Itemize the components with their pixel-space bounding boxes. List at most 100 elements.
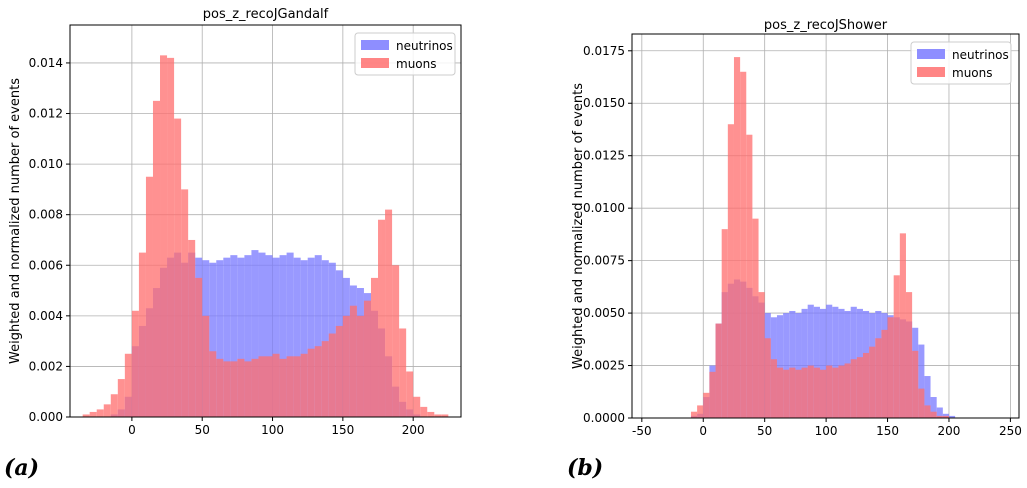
muons-bar [758, 292, 765, 418]
muons-bar [764, 338, 771, 418]
muons-bar [399, 328, 407, 417]
neutrinos-bar [813, 306, 820, 418]
neutrinos-bar [948, 415, 956, 418]
muons-bar [272, 353, 280, 417]
muons-bar [335, 325, 343, 417]
muons-bar [893, 275, 900, 418]
legend-swatch [917, 67, 945, 77]
neutrinos-bar [789, 310, 796, 418]
chart-title: pos_z_recoJShower [764, 18, 888, 33]
muons-bar [862, 352, 870, 418]
neutrinos-bar [314, 255, 322, 417]
neutrinos-bar [807, 304, 814, 418]
muons-bar [789, 367, 796, 418]
neutrinos-bar [251, 250, 259, 417]
chart-2: -50 0 50 100 150 200 250 0.0000 0.0025 0.0050 0.00… [571, 18, 1022, 438]
y-tick-label: 0.0125 [583, 149, 625, 163]
muons-bar [697, 405, 704, 418]
muons-bar [307, 348, 315, 417]
muons-bar [321, 341, 329, 417]
plot-frame [69, 24, 462, 418]
muons-bar [378, 219, 386, 417]
muons-bar [733, 57, 741, 418]
neutrinos-bar [776, 315, 784, 418]
muons-bar [202, 315, 210, 417]
muons-bar [715, 323, 722, 418]
muons-bar [752, 218, 759, 418]
muons-bar [138, 252, 146, 417]
neutrinos-bar [230, 255, 238, 417]
legend-label: neutrinos [396, 39, 453, 53]
y-tick-label: 0.002 [29, 359, 63, 373]
muons-bar [413, 396, 421, 417]
muons-bar [209, 351, 217, 417]
y-tick-label: 0.010 [29, 157, 63, 171]
muons-bar [244, 361, 252, 417]
y-tick-label: 0.0050 [583, 306, 625, 320]
muons-bar [103, 404, 111, 417]
muons-bar [251, 358, 259, 417]
muons-bar [727, 124, 734, 419]
neutrinos-bar [801, 308, 808, 418]
muons-bar [279, 358, 287, 417]
muons-bar [145, 176, 153, 417]
series-muons [690, 57, 949, 419]
neutrinos-bar [216, 260, 224, 417]
muons-bar [181, 189, 189, 417]
muons-bar [286, 356, 294, 417]
neutrinos-bar [838, 308, 845, 418]
muons-bar [813, 367, 820, 418]
muons-bar [110, 394, 118, 417]
muons-bar [216, 358, 224, 417]
muons-bar [174, 118, 182, 418]
y-tick-label: 0.004 [29, 309, 63, 323]
muons-bar [703, 392, 710, 418]
x-tick-label: 0 [128, 423, 136, 437]
muons-bar [385, 209, 393, 417]
muons-bar [342, 315, 350, 417]
muons-bar [167, 57, 175, 418]
muons-bar [420, 406, 428, 417]
panel-label-b: (b) [567, 455, 604, 481]
muons-bar [924, 405, 931, 418]
muons-bar [856, 357, 863, 418]
neutrinos-bar [293, 257, 301, 417]
muons-bar [188, 239, 196, 417]
neutrinos-bar [795, 313, 802, 418]
muons-bar [96, 409, 104, 417]
muons-bar [124, 353, 132, 417]
legend-swatch [361, 58, 389, 68]
muons-bar [370, 277, 379, 417]
y-tick-label: 0.0100 [583, 201, 625, 215]
muons-bar [230, 361, 238, 417]
muons-bar [746, 134, 753, 418]
muons-bar [770, 359, 777, 418]
y-tick-label: 0.0075 [583, 254, 625, 268]
muons-bar [195, 277, 203, 417]
muons-bar [223, 361, 231, 417]
muons-bar [776, 367, 784, 418]
neutrinos-bar [819, 308, 827, 418]
chart-title: pos_z_recoJGandalf [203, 7, 329, 22]
muons-bar [844, 363, 851, 418]
muons-bar [82, 414, 90, 417]
legend-label: neutrinos [952, 48, 1009, 62]
neutrinos-bar [930, 397, 937, 418]
neutrinos-bar [924, 376, 931, 418]
neutrinos-bar [223, 257, 231, 417]
muons-bar [300, 353, 308, 417]
y-tick-label: 0.0150 [583, 96, 625, 110]
muons-bar [237, 358, 245, 417]
muons-bar [117, 379, 125, 417]
neutrinos-bar [321, 260, 329, 417]
y-axis-label: Weighted and normalized number of events [8, 78, 23, 364]
muons-bar [936, 415, 943, 418]
neutrinos-bar [918, 344, 925, 418]
y-axis-label: Weighted and normalized number of events [571, 83, 586, 369]
y-tick-label: 0.0175 [583, 44, 625, 58]
x-tick-label: 200 [402, 423, 425, 437]
y-tick-label: 0.012 [29, 107, 63, 121]
x-tick-label: 100 [261, 423, 284, 437]
muons-bar [819, 369, 827, 418]
muons-bar [795, 369, 802, 418]
